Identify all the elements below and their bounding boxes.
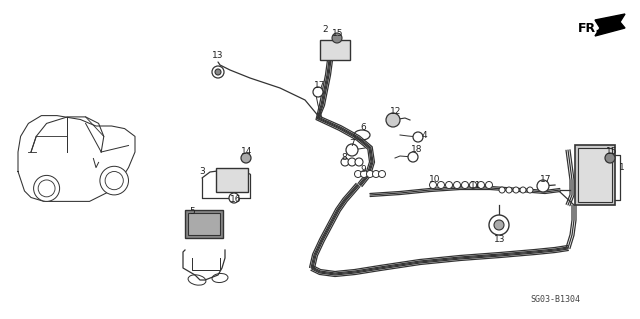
Circle shape — [38, 180, 55, 197]
Circle shape — [605, 153, 615, 163]
Circle shape — [355, 170, 362, 177]
Circle shape — [454, 182, 461, 189]
Text: 8: 8 — [341, 153, 347, 162]
Circle shape — [33, 175, 60, 201]
Circle shape — [348, 158, 356, 166]
Text: 2: 2 — [322, 26, 328, 34]
Circle shape — [346, 144, 358, 156]
Circle shape — [367, 170, 374, 177]
Circle shape — [332, 33, 342, 43]
Circle shape — [100, 166, 129, 195]
Bar — [188, 213, 220, 235]
Text: 17: 17 — [314, 81, 326, 91]
Circle shape — [413, 132, 423, 142]
Circle shape — [438, 182, 445, 189]
Circle shape — [477, 182, 484, 189]
Circle shape — [537, 180, 549, 192]
Text: 15: 15 — [606, 147, 618, 157]
Circle shape — [489, 215, 509, 235]
Circle shape — [372, 170, 380, 177]
Text: FR.: FR. — [578, 21, 601, 34]
Text: 9: 9 — [360, 166, 366, 174]
Circle shape — [513, 187, 519, 193]
Text: 1: 1 — [619, 164, 625, 173]
Circle shape — [341, 158, 349, 166]
Text: 10: 10 — [429, 175, 441, 184]
Text: 18: 18 — [412, 145, 423, 154]
Circle shape — [378, 170, 385, 177]
Text: 13: 13 — [212, 50, 224, 60]
Circle shape — [461, 182, 468, 189]
Text: 6: 6 — [360, 123, 366, 132]
Polygon shape — [595, 14, 625, 36]
Circle shape — [520, 187, 526, 193]
Circle shape — [355, 158, 363, 166]
Text: 17: 17 — [540, 175, 552, 184]
Circle shape — [386, 113, 400, 127]
Circle shape — [506, 187, 512, 193]
Text: 4: 4 — [421, 131, 427, 140]
Ellipse shape — [188, 275, 206, 285]
Text: 7: 7 — [349, 138, 355, 147]
Text: SG03-B1304: SG03-B1304 — [530, 295, 580, 305]
Ellipse shape — [354, 130, 370, 140]
Circle shape — [229, 193, 239, 203]
Circle shape — [486, 182, 493, 189]
Bar — [185, 210, 223, 238]
Bar — [575, 145, 615, 205]
Circle shape — [429, 182, 436, 189]
Circle shape — [215, 69, 221, 75]
Circle shape — [527, 187, 533, 193]
Text: 15: 15 — [332, 29, 344, 39]
Circle shape — [470, 182, 477, 189]
Bar — [320, 40, 350, 60]
Text: 13: 13 — [494, 235, 506, 244]
Circle shape — [241, 153, 251, 163]
Circle shape — [494, 220, 504, 230]
Circle shape — [499, 187, 505, 193]
Circle shape — [445, 182, 452, 189]
Text: 3: 3 — [199, 167, 205, 176]
Bar — [216, 168, 248, 192]
Text: 14: 14 — [241, 147, 253, 157]
Circle shape — [360, 170, 367, 177]
Text: 5: 5 — [189, 207, 195, 217]
Ellipse shape — [212, 273, 228, 283]
Circle shape — [313, 87, 323, 97]
Circle shape — [212, 66, 224, 78]
Circle shape — [408, 152, 418, 162]
Text: 11: 11 — [470, 181, 482, 189]
Bar — [578, 148, 612, 202]
Text: 16: 16 — [230, 196, 242, 204]
Circle shape — [105, 172, 124, 190]
Text: 12: 12 — [390, 108, 402, 116]
